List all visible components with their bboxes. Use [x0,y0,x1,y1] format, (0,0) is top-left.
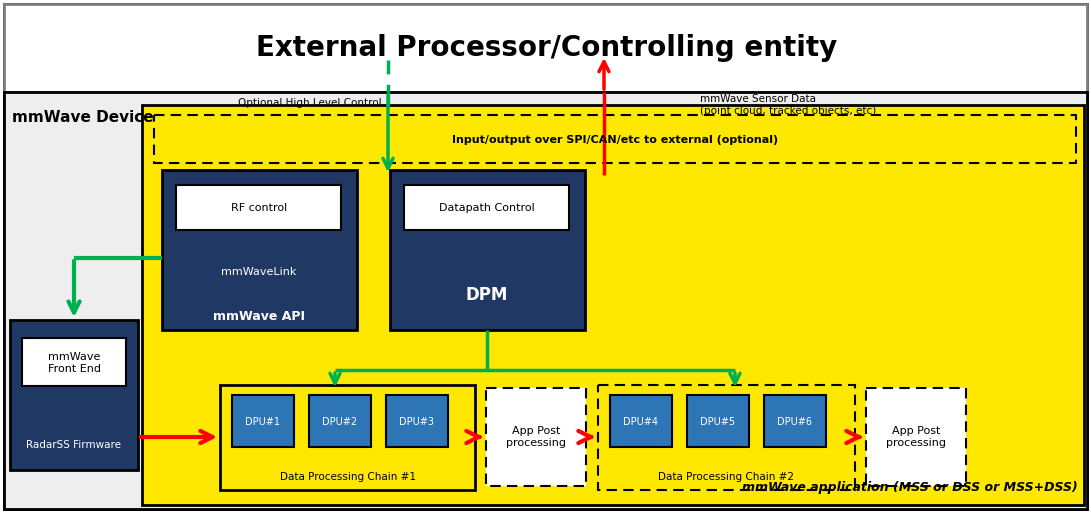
Bar [220,385,475,490]
Text: DPM: DPM [466,286,508,304]
Text: App Post
processing: App Post processing [886,426,946,448]
Bar [485,388,586,486]
Text: DPU#5: DPU#5 [700,417,735,427]
Bar [10,320,137,470]
Text: DPU#3: DPU#3 [399,417,434,427]
Text: Data Processing Chain #2: Data Processing Chain #2 [659,472,794,482]
Text: mmWave
Front End: mmWave Front End [48,352,100,374]
Bar [22,338,125,386]
Text: mmWave API: mmWave API [213,309,305,323]
Text: DPU#6: DPU#6 [778,417,813,427]
Text: mmWave Device: mmWave Device [12,110,154,125]
Bar [154,115,1076,163]
Text: RF control: RF control [231,203,287,213]
Bar [610,395,672,447]
Bar [404,185,570,230]
Text: Optional High Level Control: Optional High Level Control [238,98,382,108]
Text: RadarSS Firmware: RadarSS Firmware [26,440,121,450]
Text: Datapath Control: Datapath Control [439,203,535,213]
Bar [161,170,357,330]
Bar [687,395,750,447]
Text: External Processor/Controlling entity: External Processor/Controlling entity [256,34,838,62]
Bar [389,170,585,330]
Text: DPU#4: DPU#4 [623,417,659,427]
Bar [4,92,1087,509]
Text: DPU#2: DPU#2 [323,417,358,427]
Bar [232,395,293,447]
Text: App Post
processing: App Post processing [506,426,566,448]
Bar [4,4,1087,92]
Text: Data Processing Chain #1: Data Processing Chain #1 [279,472,416,482]
Bar [386,395,448,447]
Bar [598,385,855,490]
Text: mmWave application (MSS or DSS or MSS+DSS): mmWave application (MSS or DSS or MSS+DS… [742,481,1078,494]
Bar [764,395,826,447]
Text: mmWave Sensor Data
(point cloud, tracked objects, etc): mmWave Sensor Data (point cloud, tracked… [700,94,876,116]
Bar [176,185,341,230]
Bar [866,388,966,486]
Text: mmWaveLink: mmWaveLink [221,267,297,277]
Text: DPU#1: DPU#1 [245,417,280,427]
Bar [142,105,1084,505]
Text: Input/output over SPI/CAN/etc to external (optional): Input/output over SPI/CAN/etc to externa… [452,135,778,145]
Bar [309,395,371,447]
